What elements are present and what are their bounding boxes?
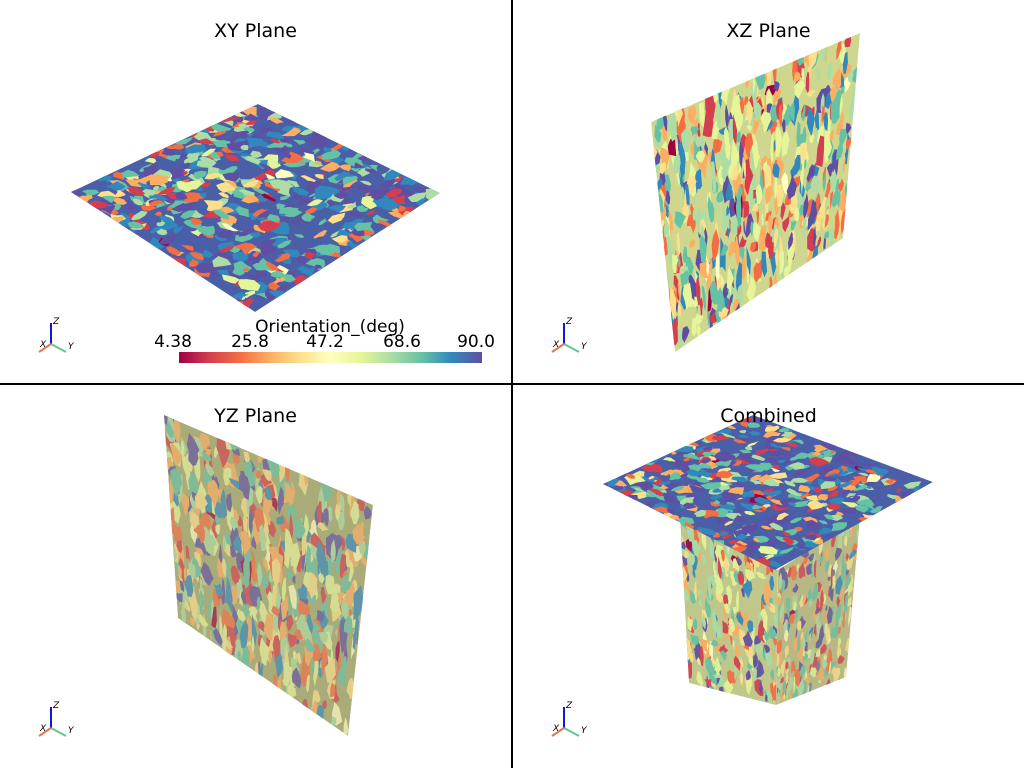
viewport-title: Combined bbox=[720, 405, 817, 427]
x-axis-arrow bbox=[551, 343, 565, 353]
axis-label: Y bbox=[581, 342, 588, 352]
orientation-axes-widget: Z X Y bbox=[38, 701, 75, 737]
orientation-axes-widget: Z X Y bbox=[38, 317, 75, 353]
axis-label: Y bbox=[581, 726, 588, 736]
colorbar-tick-label: 4.38 bbox=[154, 332, 192, 352]
y-axis-arrow bbox=[563, 343, 580, 353]
orientation-axes-widget: Z X Y bbox=[551, 701, 588, 737]
y-axis-arrow bbox=[563, 727, 580, 737]
colorbar-ticks: 4.38 25.8 47.2 68.6 90.0 bbox=[150, 332, 510, 352]
colorbar: Orientation_(deg) 4.38 25.8 47.2 68.6 90… bbox=[150, 316, 510, 372]
colorbar-tick-label: 90.0 bbox=[457, 332, 495, 352]
axis-label: Z bbox=[52, 317, 60, 327]
xy-plane-surface[interactable] bbox=[0, 0, 511, 383]
axis-label: Z bbox=[52, 701, 60, 711]
yz-plane-surface[interactable] bbox=[0, 385, 511, 768]
viewport-title: XZ Plane bbox=[726, 20, 811, 42]
colorbar-title: Orientation_(deg) bbox=[255, 317, 405, 337]
xz-plane-surface[interactable] bbox=[513, 0, 1024, 383]
axis-label: X bbox=[39, 340, 47, 350]
axis-label: Y bbox=[68, 342, 75, 352]
axis-label: Y bbox=[68, 726, 75, 736]
axis-label: X bbox=[39, 724, 47, 734]
y-axis-arrow bbox=[50, 727, 67, 737]
viewport-xy-plane[interactable]: XY Plane Z X Y Orientation_(deg) 4.38 25.8… bbox=[0, 0, 511, 383]
viewport-yz-plane[interactable]: YZ Plane Z X Y bbox=[0, 385, 511, 768]
colorbar-tick-label: 25.8 bbox=[231, 332, 269, 352]
orientation-axes-widget: Z X Y bbox=[551, 317, 588, 353]
colorbar-tick-label: 68.6 bbox=[383, 332, 421, 352]
viewport-combined[interactable]: Combined Z X Y bbox=[513, 385, 1024, 768]
axis-label: X bbox=[552, 340, 560, 350]
colorbar-tick-label: 47.2 bbox=[306, 332, 344, 352]
colorbar-gradient bbox=[179, 352, 482, 363]
x-axis-arrow bbox=[38, 727, 52, 737]
axis-label: Z bbox=[565, 701, 573, 711]
axis-label: X bbox=[552, 724, 560, 734]
x-axis-arrow bbox=[551, 727, 565, 737]
viewport-title: YZ Plane bbox=[214, 405, 297, 427]
viewport-title: XY Plane bbox=[214, 20, 297, 42]
combined-planes-surface[interactable] bbox=[513, 385, 1024, 768]
viewport-xz-plane[interactable]: XZ Plane Z X Y bbox=[513, 0, 1024, 383]
y-axis-arrow bbox=[50, 343, 67, 353]
x-axis-arrow bbox=[38, 343, 52, 353]
axis-label: Z bbox=[565, 317, 573, 327]
viewport-divider-horizontal bbox=[0, 383, 1024, 385]
